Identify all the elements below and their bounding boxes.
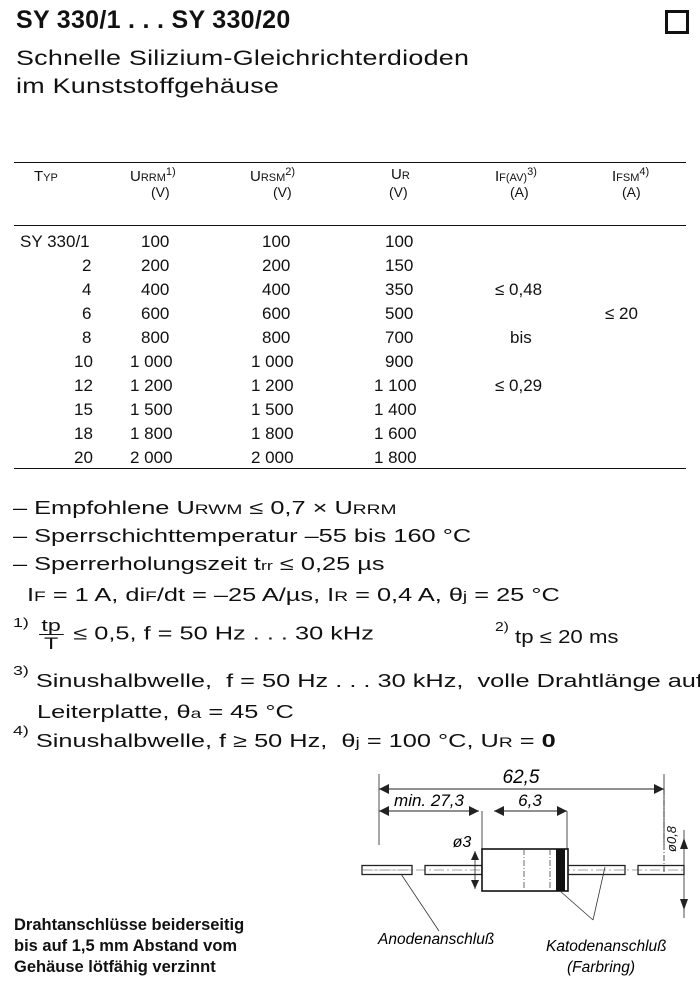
svg-text:62,5: 62,5 <box>503 767 540 788</box>
svg-text:6,3: 6,3 <box>518 791 542 810</box>
svg-text:Anodenanschluß: Anodenanschluß <box>377 931 494 948</box>
svg-text:(Farbring): (Farbring) <box>567 959 635 976</box>
svg-text:min. 27,3: min. 27,3 <box>394 791 464 810</box>
svg-text:Katodenanschluß: Katodenanschluß <box>546 938 667 955</box>
svg-text:ø3: ø3 <box>453 834 472 851</box>
